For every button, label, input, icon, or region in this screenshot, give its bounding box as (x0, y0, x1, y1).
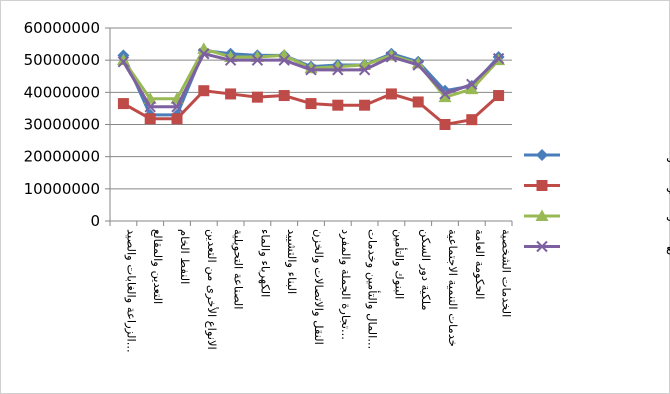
data-point (359, 99, 371, 111)
legend-label: الفصل الرابع (666, 240, 670, 256)
data-point (116, 53, 130, 66)
y-tick-label: 0 (90, 212, 100, 230)
data-point (171, 101, 183, 113)
x-tick-label: الكهرباء والماء (257, 229, 272, 297)
legend-item: الفصل الثاني (524, 179, 670, 194)
data-point (117, 56, 130, 68)
data-point (332, 99, 344, 111)
data-point (171, 113, 183, 125)
x-axis-tick-labels: الزراعة والغابات والصيد... التعدين والمقا… (123, 229, 513, 353)
legend-marker (536, 149, 548, 161)
x-tick-label: النقل والاتصالات والخزن (311, 229, 326, 345)
x-tick-label: خدمات التنمية الاجتماعية (446, 229, 460, 347)
x-tick-label: المال والتأمين وخدمات... (365, 229, 381, 349)
data-point (466, 114, 478, 126)
legend: الفصل الاول الفصل الثاني الفصل الثالث الفصل… (524, 148, 670, 256)
data-point (385, 51, 398, 63)
x-tick-label: البناء والتشييد (284, 229, 299, 294)
data-point (251, 91, 263, 103)
data-point (224, 54, 237, 66)
axes (105, 27, 513, 226)
data-point (305, 64, 317, 76)
legend-item: الفصل الاول (524, 148, 670, 164)
data-point (465, 82, 479, 95)
legend-item: الفصل الرابع (524, 240, 670, 256)
series-2 (117, 85, 505, 130)
y-tick-label: 60000000 (24, 19, 100, 37)
legend-marker (535, 209, 549, 221)
data-point (117, 98, 129, 110)
data-point (412, 59, 424, 71)
series-4 (117, 48, 505, 113)
data-point (251, 54, 264, 66)
y-tick-label: 40000000 (24, 83, 100, 101)
data-point (144, 113, 156, 125)
legend-marker (536, 240, 548, 253)
x-tick-label: تجارة الجملة والمفرد... (338, 229, 353, 340)
x-tick-label: الحكومة العامة (472, 229, 487, 299)
x-tick-label: الانواع الأخرى من التعدين (204, 229, 219, 350)
data-point (278, 90, 290, 102)
legend-marker (536, 180, 548, 191)
legend-label: الفصل الثالث (666, 209, 670, 224)
y-tick-label: 30000000 (24, 116, 100, 134)
legend-label: الفصل الاول (666, 148, 670, 164)
data-point (439, 119, 451, 130)
x-tick-label: الزراعة والغابات والصيد... (123, 229, 138, 353)
data-point (439, 88, 451, 100)
data-point (198, 85, 210, 97)
legend-label: الفصل الثاني (666, 179, 670, 194)
y-tick-label: 20000000 (24, 148, 100, 166)
data-point (198, 48, 210, 60)
data-point (385, 88, 397, 100)
legend-item: الفصل الثالث (524, 209, 670, 224)
data-point (466, 78, 478, 90)
y-axis-tick-labels: 0 10000000 20000000 30000000 40000000 5000000… (24, 19, 100, 230)
data-point (358, 64, 371, 76)
x-tick-label: الصناعة التحويلية (231, 229, 246, 310)
y-tick-label: 50000000 (24, 51, 100, 69)
data-point (225, 88, 237, 100)
x-tick-label: البنوك والتأمين (391, 229, 407, 299)
x-tick-label: النفط الخام (178, 229, 192, 284)
data-point (144, 101, 156, 113)
data-point (438, 90, 452, 103)
data-point (492, 52, 505, 65)
x-tick-label: التعدين والمقالع (150, 229, 165, 304)
data-point (493, 90, 505, 102)
x-tick-label: ملكية دور السكن (418, 229, 433, 311)
y-tick-label: 10000000 (24, 180, 100, 198)
series-lines (116, 42, 506, 130)
data-point (412, 96, 424, 108)
data-point (278, 54, 290, 66)
data-point (332, 64, 344, 76)
x-tick-label: الخدمات الشخصية (500, 229, 514, 317)
data-point (305, 98, 317, 110)
